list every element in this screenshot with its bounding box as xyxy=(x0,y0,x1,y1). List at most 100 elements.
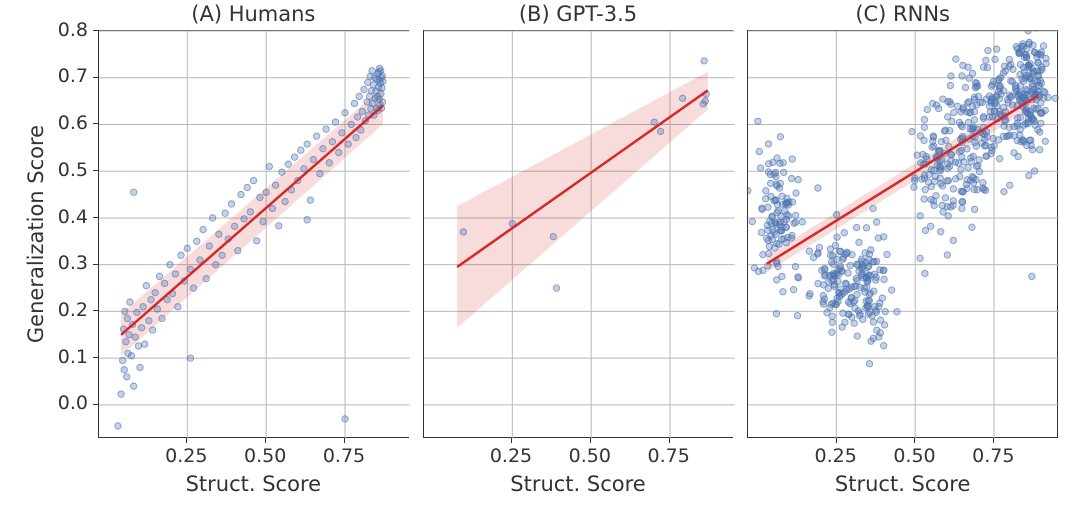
x-tick xyxy=(511,438,512,443)
scatter-point xyxy=(932,178,938,184)
scatter-point xyxy=(834,211,840,217)
scatter-point xyxy=(1025,110,1031,116)
scatter-point xyxy=(960,62,966,68)
scatter-point xyxy=(969,103,975,109)
scatter-point xyxy=(830,253,836,259)
scatter-point xyxy=(777,180,783,186)
scatter-point xyxy=(795,275,801,281)
y-tick-label: 0.5 xyxy=(58,159,88,181)
scatter-point xyxy=(922,186,928,192)
scatter-point xyxy=(553,285,559,291)
scatter-point xyxy=(959,199,965,205)
scatter-point xyxy=(1039,64,1045,70)
scatter-point xyxy=(889,287,895,293)
scatter-point xyxy=(266,163,272,169)
scatter-point xyxy=(780,160,786,166)
scatter-point xyxy=(1005,99,1011,105)
scatter-point xyxy=(847,262,853,268)
scatter-point xyxy=(882,308,888,314)
scatter-point xyxy=(976,157,982,163)
scatter-point xyxy=(755,118,761,124)
y-tick xyxy=(93,404,98,405)
scatter-point xyxy=(1031,86,1037,92)
scatter-point xyxy=(789,175,795,181)
x-tick xyxy=(993,438,994,443)
scatter-point xyxy=(856,239,862,245)
scatter-point xyxy=(815,251,821,257)
y-tick-label: 0.4 xyxy=(58,206,88,228)
scatter-point xyxy=(149,327,155,333)
scatter-point xyxy=(759,229,765,235)
scatter-point xyxy=(142,341,148,347)
scatter-point xyxy=(867,272,873,278)
scatter-point xyxy=(795,176,801,182)
scatter-point xyxy=(835,267,841,273)
scatter-point xyxy=(842,319,848,325)
scatter-point xyxy=(206,243,212,249)
scatter-point xyxy=(1030,42,1036,48)
scatter-point xyxy=(884,251,890,257)
y-tick xyxy=(93,264,98,265)
scatter-point xyxy=(778,227,784,233)
scatter-point xyxy=(348,121,354,127)
scatter-point xyxy=(235,247,241,253)
scatter-point xyxy=(985,48,991,54)
scatter-point xyxy=(124,374,130,380)
scatter-point xyxy=(948,158,954,164)
scatter-point xyxy=(958,166,964,172)
scatter-point xyxy=(989,147,995,153)
scatter-point xyxy=(752,265,758,271)
y-tick xyxy=(93,217,98,218)
scatter-point xyxy=(878,330,884,336)
scatter-point xyxy=(1041,43,1047,49)
scatter-point xyxy=(320,146,326,152)
scatter-point xyxy=(702,98,708,104)
scatter-point xyxy=(279,169,285,175)
scatter-point xyxy=(781,169,787,175)
scatter-point xyxy=(143,283,149,289)
scatter-point xyxy=(119,357,125,363)
scatter-point xyxy=(979,140,985,146)
scatter-point xyxy=(756,148,762,154)
scatter-point xyxy=(353,134,359,140)
scatter-point xyxy=(795,312,801,318)
scatter-point xyxy=(1014,123,1020,129)
scatter-point xyxy=(304,141,310,147)
scatter-point xyxy=(260,218,266,224)
scatter-point xyxy=(361,86,367,92)
scatter-point xyxy=(777,134,783,140)
scatter-point xyxy=(159,315,165,321)
scatter-point xyxy=(1010,66,1016,72)
scatter-point xyxy=(1037,146,1043,152)
scatter-point xyxy=(981,64,987,70)
scatter-point xyxy=(921,137,927,143)
scatter-point xyxy=(938,229,944,235)
scatter-point xyxy=(793,190,799,196)
scatter-point xyxy=(950,237,956,243)
scatter-point xyxy=(799,219,805,225)
scatter-point xyxy=(997,156,1003,162)
scatter-point xyxy=(138,325,144,331)
scatter-point xyxy=(209,215,215,221)
x-tick xyxy=(186,438,187,443)
y-axis-label: Generalization Score xyxy=(24,30,48,438)
scatter-point xyxy=(773,173,779,179)
scatter-point xyxy=(247,209,253,215)
scatter-point xyxy=(1052,95,1058,101)
scatter-point xyxy=(184,245,190,251)
scatter-point xyxy=(336,149,342,155)
scatter-point xyxy=(789,156,795,162)
scatter-point xyxy=(766,250,772,256)
scatter-point xyxy=(921,124,927,130)
scatter-point xyxy=(749,218,755,224)
scatter-point xyxy=(122,308,128,314)
plot-area xyxy=(747,30,1058,438)
scatter-point xyxy=(175,304,181,310)
scatter-point xyxy=(1017,114,1023,120)
scatter-point xyxy=(821,301,827,307)
x-tick-label: 0.50 xyxy=(569,445,611,467)
scatter-point xyxy=(793,212,799,218)
scatter-point xyxy=(326,160,332,166)
scatter-point xyxy=(967,109,973,115)
scatter-point xyxy=(917,255,923,261)
